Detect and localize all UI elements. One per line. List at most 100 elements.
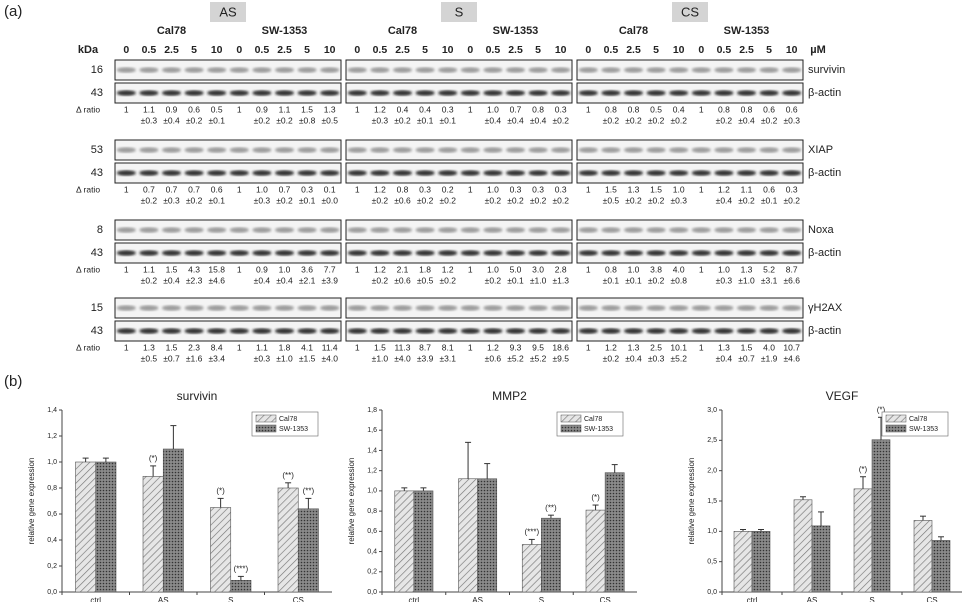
ratio-mean: 1.3 (718, 342, 730, 352)
bar (931, 540, 951, 593)
ratio-mean: 1 (355, 342, 360, 352)
band (320, 305, 340, 311)
bar (142, 475, 164, 593)
band (116, 170, 136, 176)
band (252, 90, 272, 96)
band (415, 250, 435, 256)
ratio-sd: ±0.2 (254, 115, 271, 125)
band (229, 67, 249, 73)
band (759, 250, 779, 256)
band (506, 90, 525, 96)
ratio-mean: 1.5 (166, 342, 178, 352)
band (691, 147, 711, 153)
ratio-sd: ±0.4 (716, 353, 733, 363)
band (116, 305, 136, 311)
unit-label: µM (810, 44, 826, 56)
concentration-label: 0.5 (486, 44, 501, 56)
ratio-mean: 1.5 (301, 104, 313, 114)
blot-strip (114, 320, 342, 342)
kda-value: 43 (91, 325, 103, 337)
bar (458, 478, 478, 593)
band (624, 67, 643, 73)
ratio-sd: ±0.0 (321, 195, 338, 205)
ratio-mean: 1.1 (143, 104, 155, 114)
kda-value: 8 (97, 224, 103, 236)
band (370, 305, 390, 311)
y-tick-label: 2,0 (707, 468, 717, 475)
x-tick-label: CS (926, 596, 937, 602)
band (162, 250, 181, 256)
legend-label: Cal78 (584, 416, 602, 423)
ratio-mean: 0.8 (532, 104, 544, 114)
ratio-sd: ±0.5 (417, 275, 434, 285)
bar (521, 544, 542, 593)
concentration-label: 0 (123, 44, 129, 56)
band (275, 227, 294, 233)
ratio-mean: 1.2 (374, 104, 386, 114)
ratio-sd: ±4.6 (208, 275, 225, 285)
band (506, 328, 525, 334)
ratio-mean: 1.0 (628, 264, 640, 274)
y-tick-label: 1,2 (47, 433, 57, 440)
protein-label: β-actin (808, 87, 841, 99)
x-tick-label: S (869, 596, 874, 602)
x-tick-label: CS (293, 596, 304, 602)
concentration-label: 0 (354, 44, 360, 56)
ratio-mean: 1 (237, 342, 242, 352)
band (601, 227, 621, 233)
ratio-mean: 1.1 (279, 104, 291, 114)
x-tick-label: AS (158, 596, 169, 602)
bar (277, 487, 299, 593)
ratio-sd: ±0.4 (507, 115, 524, 125)
ratio-mean: 1.1 (143, 264, 155, 274)
y-tick-label: 1,5 (707, 498, 717, 505)
y-tick-label: 1,0 (47, 459, 57, 466)
ratio-mean: 1.3 (324, 104, 336, 114)
blot-strip (114, 162, 342, 184)
concentration-label: 2.5 (626, 44, 641, 56)
band (714, 250, 734, 256)
band (320, 227, 340, 233)
legend-swatch (560, 424, 582, 433)
blot-strip (576, 320, 804, 342)
ratio-sd: ±0.3 (670, 195, 687, 205)
legend-swatch (560, 414, 582, 423)
ratio-mean: 1 (468, 342, 473, 352)
band (116, 147, 136, 153)
kda-value: 43 (91, 167, 103, 179)
band (782, 170, 802, 176)
x-tick-label: S (228, 596, 233, 602)
protein-label: XIAP (808, 144, 833, 156)
ratio-mean: 1.2 (718, 184, 730, 194)
band (297, 147, 317, 153)
band (551, 227, 571, 233)
cell-line-label: SW-1353 (493, 25, 539, 37)
blot-strip (345, 320, 573, 342)
ratio-sd: ±0.2 (507, 195, 524, 205)
band (578, 250, 598, 256)
blot-strip (345, 162, 573, 184)
band (275, 250, 294, 256)
ratio-mean: 0.3 (442, 104, 454, 114)
band (483, 67, 503, 73)
ratio-sd: ±5.2 (507, 353, 524, 363)
band (646, 67, 666, 73)
protein-label: β-actin (808, 325, 841, 337)
ratio-mean: 1 (468, 264, 473, 274)
significance: (*) (149, 454, 158, 463)
ratio-mean: 0.9 (256, 264, 268, 274)
band (601, 90, 621, 96)
band (669, 305, 689, 311)
bar (751, 531, 771, 593)
ratio-mean: 1.0 (256, 184, 268, 194)
ratio-mean: 1 (355, 184, 360, 194)
bar (733, 531, 753, 593)
ratio-mean: 1.2 (605, 342, 617, 352)
ratio-label: Δ ratio (76, 104, 100, 114)
chart-title: VEGF (826, 389, 859, 403)
kda-value: 16 (91, 64, 103, 76)
ratio-sd: ±0.1 (507, 275, 524, 285)
band (737, 67, 756, 73)
band (347, 170, 367, 176)
ratio-mean: 0.6 (188, 104, 200, 114)
